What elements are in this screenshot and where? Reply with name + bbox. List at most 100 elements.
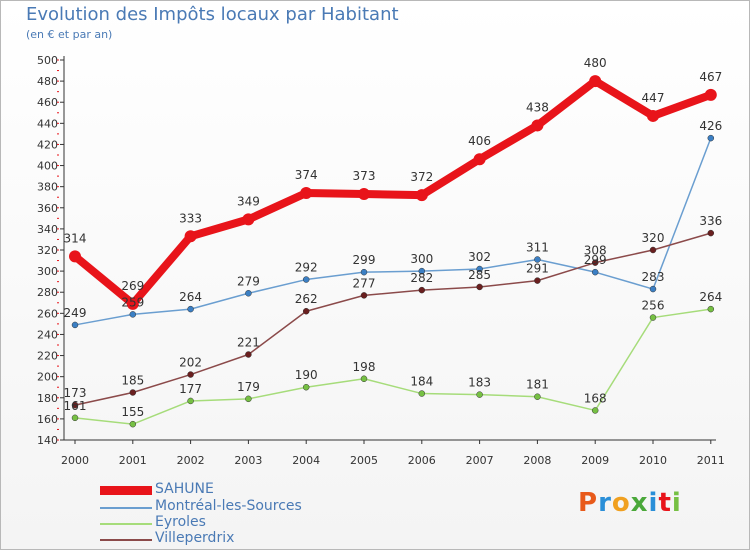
data-label-sahune: 373 — [353, 169, 376, 183]
series-line-montr-al-les-sources — [74, 137, 712, 326]
logo-letter: r — [598, 488, 612, 518]
data-point-villeperdrix — [360, 292, 368, 299]
series-line-eyroles — [74, 308, 712, 425]
y-tick-label: 500 — [37, 54, 58, 67]
y-tick-label: 300 — [37, 265, 58, 278]
series-line-villeperdrix — [74, 232, 712, 406]
data-label-montr-al-les-sources: 300 — [410, 252, 433, 266]
data-point-villeperdrix — [129, 389, 137, 396]
data-point-villeperdrix — [71, 401, 79, 409]
data-label-montr-al-les-sources: 259 — [121, 295, 144, 309]
x-tick-label: 2001 — [119, 454, 147, 467]
x-tick-label: 2000 — [61, 454, 89, 467]
data-label-villeperdrix: 221 — [237, 336, 260, 350]
data-point-sahune — [704, 88, 717, 101]
y-tick-label: 180 — [37, 392, 58, 405]
x-tick-label: 2010 — [639, 454, 667, 467]
data-point-montr-al-les-sources — [302, 276, 310, 283]
data-point-sahune — [242, 213, 255, 226]
data-label-montr-al-les-sources: 283 — [642, 270, 665, 284]
data-label-montr-al-les-sources: 299 — [353, 253, 376, 267]
data-point-villeperdrix — [591, 259, 599, 266]
data-label-montr-al-les-sources: 292 — [295, 261, 318, 275]
legend-item-villeperdrix: Villeperdrix — [100, 530, 360, 549]
x-tick-label: 2008 — [523, 454, 551, 467]
legend-swatch-montreal — [100, 507, 152, 509]
data-point-eyroles — [129, 420, 137, 428]
legend-label-montreal: Montréal-les-Sources — [155, 498, 302, 514]
data-label-sahune: 374 — [295, 168, 318, 182]
data-label-villeperdrix: 173 — [64, 386, 87, 400]
data-label-villeperdrix: 336 — [699, 214, 722, 228]
data-label-sahune: 333 — [179, 211, 202, 225]
data-point-montr-al-les-sources — [707, 134, 715, 142]
data-label-eyroles: 155 — [121, 405, 144, 419]
x-tick-label: 2003 — [234, 454, 262, 467]
data-label-eyroles: 179 — [237, 380, 260, 394]
y-tick-label: 460 — [37, 96, 58, 109]
x-tick-label: 2006 — [408, 454, 436, 467]
y-tick-label: 220 — [37, 350, 58, 363]
data-label-montr-al-les-sources: 311 — [526, 241, 549, 255]
data-point-eyroles — [591, 407, 599, 414]
y-tick-label: 140 — [37, 434, 58, 447]
data-label-villeperdrix: 277 — [353, 276, 376, 290]
data-point-villeperdrix — [187, 371, 194, 378]
data-label-sahune: 269 — [121, 279, 144, 293]
data-point-montr-al-les-sources — [71, 321, 79, 329]
data-label-montr-al-les-sources: 302 — [468, 250, 491, 264]
logo-letter: i — [671, 488, 682, 518]
data-point-eyroles — [245, 395, 252, 403]
x-tick-label: 2004 — [292, 454, 320, 467]
y-tick-label: 480 — [37, 75, 58, 88]
data-label-sahune: 438 — [526, 100, 549, 114]
data-label-eyroles: 184 — [410, 375, 433, 389]
data-point-villeperdrix — [534, 277, 541, 284]
data-label-eyroles: 183 — [468, 376, 491, 390]
proxiti-logo: Proxiti — [578, 488, 682, 518]
legend-label-villeperdrix: Villeperdrix — [155, 530, 235, 546]
chart-title: Evolution des Impôts locaux par Habitant — [26, 4, 399, 25]
logo-letter: P — [578, 488, 599, 518]
data-point-sahune — [415, 189, 428, 202]
data-label-sahune: 480 — [584, 56, 607, 70]
x-tick-label: 2005 — [350, 454, 378, 467]
data-label-eyroles: 198 — [353, 360, 376, 374]
data-point-sahune — [69, 250, 81, 263]
data-label-villeperdrix: 285 — [468, 268, 491, 282]
data-point-montr-al-les-sources — [476, 265, 483, 273]
logo-letter: i — [648, 488, 659, 518]
data-point-montr-al-les-sources — [245, 290, 252, 297]
data-point-villeperdrix — [418, 286, 426, 294]
y-tick-label: 420 — [37, 138, 58, 151]
data-point-eyroles — [476, 391, 483, 398]
data-point-eyroles — [707, 305, 715, 313]
data-label-montr-al-les-sources: 279 — [237, 274, 260, 288]
legend-item-eyroles: Eyroles — [100, 514, 360, 533]
data-point-villeperdrix — [476, 283, 483, 291]
data-point-eyroles — [187, 397, 194, 405]
data-label-villeperdrix: 282 — [410, 271, 433, 285]
y-tick-label: 260 — [37, 307, 58, 320]
data-label-villeperdrix: 320 — [642, 231, 665, 245]
legend-swatch-eyroles — [100, 523, 152, 525]
data-label-montr-al-les-sources: 264 — [179, 290, 202, 304]
data-point-villeperdrix — [245, 351, 252, 358]
legend-label-sahune: SAHUNE — [155, 481, 214, 497]
data-label-eyroles: 177 — [179, 382, 202, 396]
data-label-sahune: 314 — [64, 231, 87, 245]
data-label-sahune: 467 — [699, 70, 722, 84]
data-point-eyroles — [360, 375, 368, 383]
data-point-villeperdrix — [302, 307, 310, 315]
data-label-sahune: 349 — [237, 194, 260, 208]
data-point-montr-al-les-sources — [418, 267, 426, 275]
data-label-villeperdrix: 185 — [121, 374, 144, 388]
data-label-eyroles: 168 — [584, 391, 607, 405]
y-tick-label: 440 — [37, 117, 58, 130]
legend-swatch-sahune — [100, 486, 152, 495]
data-label-montr-al-les-sources: 249 — [64, 306, 87, 320]
y-tick-label: 240 — [37, 328, 58, 341]
data-label-montr-al-les-sources: 426 — [699, 119, 722, 133]
data-point-montr-al-les-sources — [534, 256, 541, 263]
